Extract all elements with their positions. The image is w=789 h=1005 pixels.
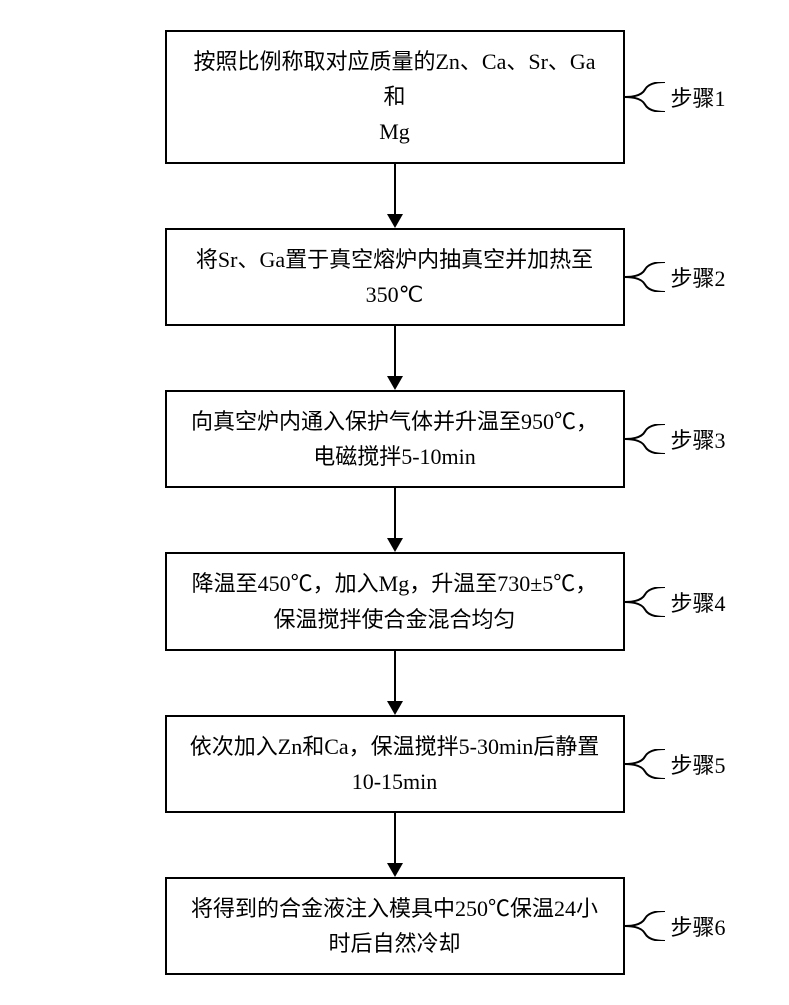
step-label-connector: 步骤3	[625, 423, 726, 455]
brace-icon	[625, 82, 665, 112]
brace-icon	[625, 262, 665, 292]
step-text-line: 时后自然冷却	[187, 926, 603, 961]
step-text-line: 将Sr、Ga置于真空熔炉内抽真空并加热至	[187, 242, 603, 277]
flowchart-container: 按照比例称取对应质量的Zn、Ca、Sr、Ga和Mg 步骤1 将Sr、Ga置于真空熔炉…	[20, 30, 769, 975]
step-label-connector: 步骤1	[625, 81, 726, 113]
step-label: 步骤6	[671, 910, 726, 942]
flow-row: 向真空炉内通入保护气体并升温至950℃，电磁搅拌5-10min 步骤3	[20, 390, 769, 488]
arrow-down-icon	[387, 164, 403, 228]
flow-step-box: 按照比例称取对应质量的Zn、Ca、Sr、Ga和Mg	[165, 30, 625, 164]
step-text-line: 电磁搅拌5-10min	[187, 439, 603, 474]
step-text-line: 依次加入Zn和Ca，保温搅拌5-30min后静置	[187, 729, 603, 764]
flow-row: 依次加入Zn和Ca，保温搅拌5-30min后静置10-15min 步骤5	[20, 715, 769, 813]
arrow-down-icon	[387, 326, 403, 390]
brace-icon	[625, 911, 665, 941]
step-label-connector: 步骤6	[625, 910, 726, 942]
step-text-line: 保温搅拌使合金混合均匀	[187, 602, 603, 637]
step-label-connector: 步骤5	[625, 748, 726, 780]
step-text-line: 向真空炉内通入保护气体并升温至950℃，	[187, 404, 603, 439]
step-label: 步骤2	[671, 261, 726, 293]
brace-icon	[625, 749, 665, 779]
step-text-line: 降温至450℃，加入Mg，升温至730±5℃，	[187, 566, 603, 601]
flow-row: 降温至450℃，加入Mg，升温至730±5℃，保温搅拌使合金混合均匀 步骤4	[20, 552, 769, 650]
step-label: 步骤3	[671, 423, 726, 455]
step-text-line: 将得到的合金液注入模具中250℃保温24小	[187, 891, 603, 926]
step-label: 步骤4	[671, 586, 726, 618]
flow-row: 按照比例称取对应质量的Zn、Ca、Sr、Ga和Mg 步骤1	[20, 30, 769, 164]
arrow-down-icon	[387, 651, 403, 715]
step-label-connector: 步骤2	[625, 261, 726, 293]
brace-icon	[625, 587, 665, 617]
step-label: 步骤5	[671, 748, 726, 780]
flow-step-box: 依次加入Zn和Ca，保温搅拌5-30min后静置10-15min	[165, 715, 625, 813]
flow-step-box: 向真空炉内通入保护气体并升温至950℃，电磁搅拌5-10min	[165, 390, 625, 488]
brace-icon	[625, 424, 665, 454]
flow-step-box: 降温至450℃，加入Mg，升温至730±5℃，保温搅拌使合金混合均匀	[165, 552, 625, 650]
arrow-down-icon	[387, 488, 403, 552]
flow-row: 将Sr、Ga置于真空熔炉内抽真空并加热至350℃ 步骤2	[20, 228, 769, 326]
flow-row: 将得到的合金液注入模具中250℃保温24小时后自然冷却 步骤6	[20, 877, 769, 975]
flow-step-box: 将Sr、Ga置于真空熔炉内抽真空并加热至350℃	[165, 228, 625, 326]
flow-step-box: 将得到的合金液注入模具中250℃保温24小时后自然冷却	[165, 877, 625, 975]
step-text-line: 350℃	[187, 277, 603, 312]
step-text-line: 按照比例称取对应质量的Zn、Ca、Sr、Ga和	[187, 44, 603, 114]
step-text-line: 10-15min	[187, 764, 603, 799]
step-label: 步骤1	[671, 81, 726, 113]
step-label-connector: 步骤4	[625, 586, 726, 618]
step-text-line: Mg	[187, 114, 603, 149]
arrow-down-icon	[387, 813, 403, 877]
